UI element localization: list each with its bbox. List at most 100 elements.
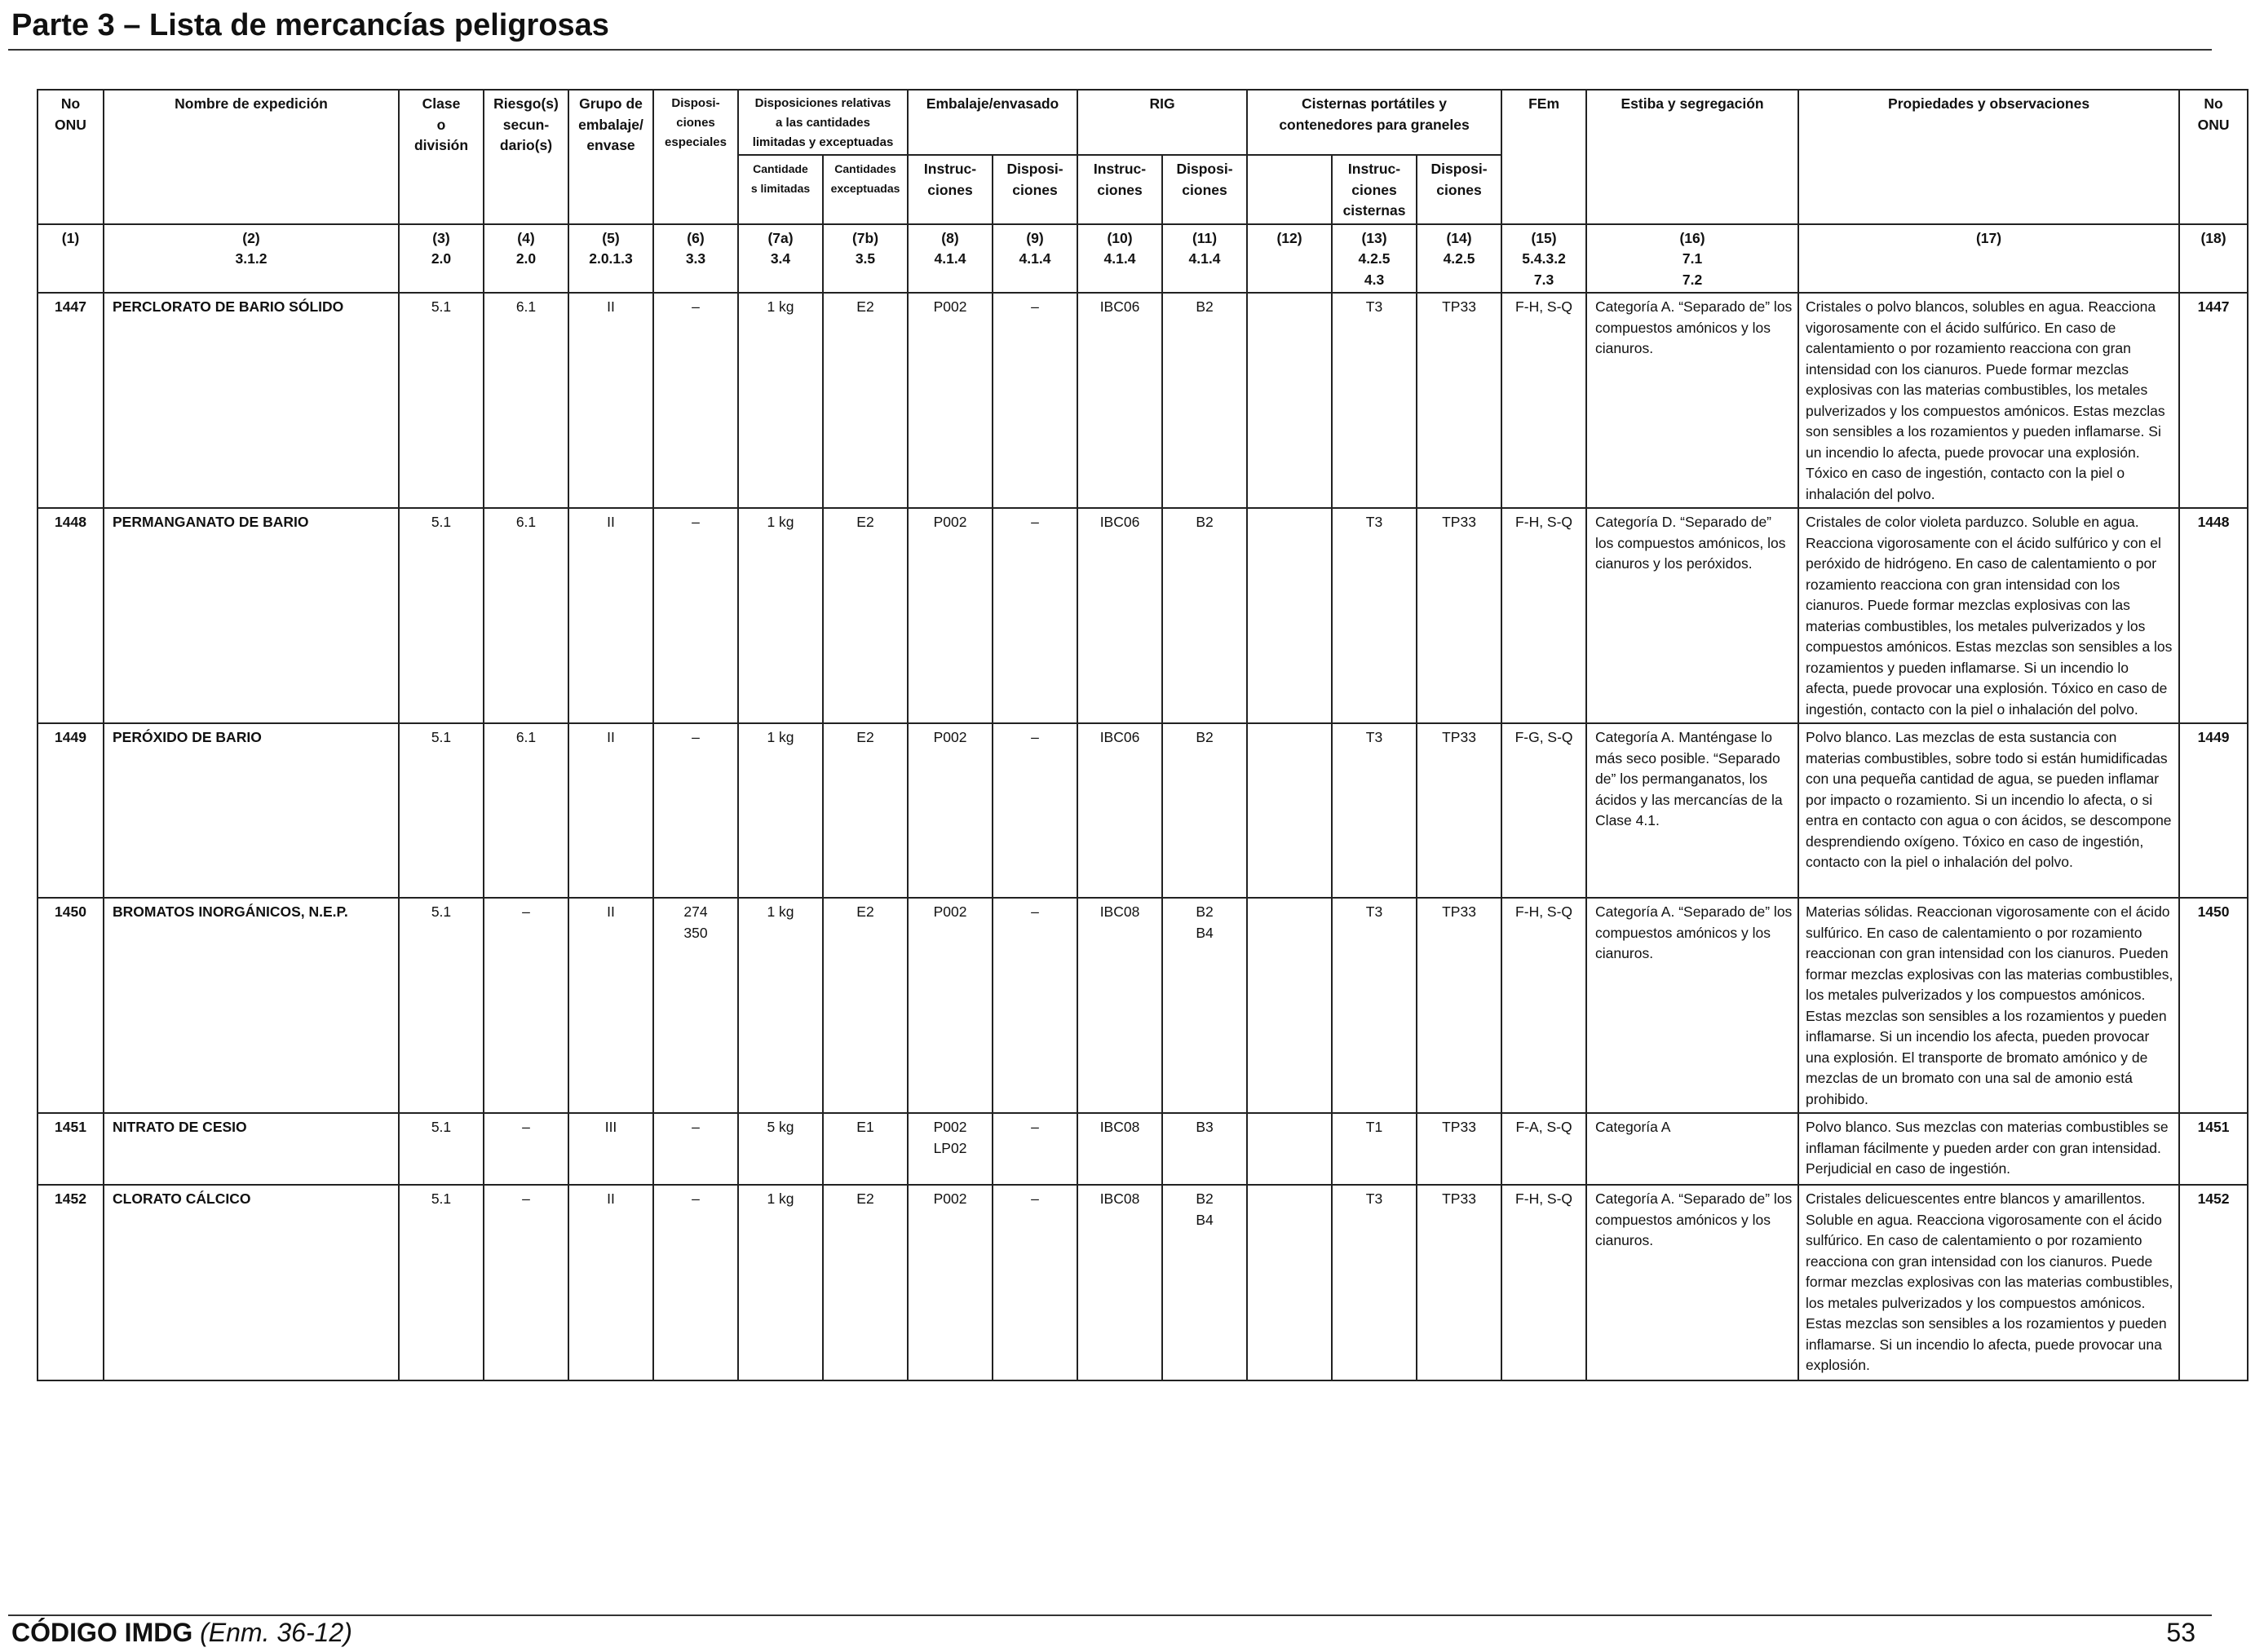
cell-onu: 1451 — [37, 1112, 104, 1186]
subheader-7b: Cantidades exceptuadas — [822, 154, 909, 225]
cell-cist-disp: TP33 — [1416, 507, 1503, 724]
cell-propiedades: Cristales de color violeta parduzco. Sol… — [1797, 507, 2181, 724]
cell-emb-instr: P002 — [907, 292, 993, 509]
ref-18: (18) — [2178, 223, 2249, 294]
cell-onu-right: 1450 — [2178, 897, 2249, 1114]
cell-onu-right: 1451 — [2178, 1112, 2249, 1186]
cell-rig-instr: IBC06 — [1077, 722, 1164, 899]
cell-rig-disp: B2 — [1161, 507, 1249, 724]
cell-rig-instr: IBC08 — [1077, 897, 1164, 1114]
cell-emb-instr: P002 — [907, 1184, 993, 1381]
cell-cist-disp: TP33 — [1416, 897, 1503, 1114]
subheader-12 — [1246, 154, 1333, 225]
cell-grupo: II — [568, 722, 654, 899]
cell-grupo: II — [568, 507, 654, 724]
ref-2: (2) 3.1.2 — [103, 223, 400, 294]
cell-emb-disp: – — [991, 1184, 1079, 1381]
cell-propiedades: Cristales o polvo blancos, solubles en a… — [1797, 292, 2181, 509]
cell-disp-esp: – — [652, 1112, 739, 1186]
cell-col12 — [1246, 897, 1333, 1114]
cell-disp-esp: – — [652, 507, 739, 724]
header-no-onu-right: No ONU — [2178, 89, 2249, 225]
cell-rig-disp: B2 — [1161, 292, 1249, 509]
ref-13: (13) 4.2.5 4.3 — [1331, 223, 1418, 294]
cell-onu: 1452 — [37, 1184, 104, 1381]
cell-fem: F-H, S-Q — [1501, 1184, 1588, 1381]
cell-col12 — [1246, 507, 1333, 724]
cell-cant-lim: 1 kg — [737, 292, 824, 509]
cell-fem: F-H, S-Q — [1501, 507, 1588, 724]
ref-9: (9) 4.1.4 — [991, 223, 1079, 294]
ref-8: (8) 4.1.4 — [907, 223, 993, 294]
cell-cant-lim: 5 kg — [737, 1112, 824, 1186]
cell-cant-exc: E1 — [822, 1112, 909, 1186]
subheader-13: Instruc- ciones cisternas — [1331, 154, 1418, 225]
cell-estiba: Categoría A. Manténgase lo más seco posi… — [1585, 722, 1800, 899]
ref-5: (5) 2.0.1.3 — [568, 223, 654, 294]
cell-cist-instr: T3 — [1331, 1184, 1418, 1381]
cell-cist-instr: T3 — [1331, 507, 1418, 724]
cell-estiba: Categoría A — [1585, 1112, 1800, 1186]
cell-emb-disp: – — [991, 507, 1079, 724]
ref-16: (16) 7.1 7.2 — [1585, 223, 1800, 294]
ref-7a: (7a) 3.4 — [737, 223, 824, 294]
cell-propiedades: Polvo blanco. Las mezclas de esta sustan… — [1797, 722, 2181, 899]
table-row: 1449 PERÓXIDO DE BARIO 5.1 6.1 II – 1 kg… — [37, 722, 2249, 899]
cell-cist-disp: TP33 — [1416, 1112, 1503, 1186]
cell-cist-instr: T3 — [1331, 722, 1418, 899]
cell-col12 — [1246, 1184, 1333, 1381]
cell-cist-disp: TP33 — [1416, 292, 1503, 509]
dangerous-goods-table: No ONU Nombre de expedición Clase o divi… — [37, 89, 2249, 1381]
cell-grupo: III — [568, 1112, 654, 1186]
table-row: 1447 PERCLORATO DE BARIO SÓLIDO 5.1 6.1 … — [37, 292, 2249, 509]
page-number: 53 — [2166, 1618, 2195, 1647]
cell-clase: 5.1 — [398, 897, 484, 1114]
cell-clase: 5.1 — [398, 1112, 484, 1186]
cell-rig-disp: B2 B4 — [1161, 897, 1249, 1114]
header-rig: RIG — [1077, 89, 1249, 156]
cell-nombre: PERCLORATO DE BARIO SÓLIDO — [103, 292, 400, 509]
header-estiba: Estiba y segregación — [1585, 89, 1800, 225]
ref-4: (4) 2.0 — [483, 223, 569, 294]
subheader-9: Disposi- ciones — [991, 154, 1079, 225]
cell-emb-disp: – — [991, 1112, 1079, 1186]
page-title: Parte 3 – Lista de mercancías peligrosas — [11, 8, 609, 42]
cell-grupo: II — [568, 1184, 654, 1381]
header-fem: FEm — [1501, 89, 1588, 225]
subheader-row: Cantidade s limitadas Cantidades exceptu… — [38, 154, 2248, 225]
header-disposiciones: Disposi- ciones especiales — [652, 89, 739, 225]
table-row: 1448 PERMANGANATO DE BARIO 5.1 6.1 II – … — [37, 507, 2249, 724]
header-embalaje: Embalaje/envasado — [906, 89, 1079, 156]
cell-emb-disp: – — [991, 292, 1079, 509]
cell-fem: F-G, S-Q — [1501, 722, 1588, 899]
cell-cant-lim: 1 kg — [737, 1184, 824, 1381]
cell-col12 — [1246, 722, 1333, 899]
subheader-7a: Cantidade s limitadas — [737, 154, 824, 225]
cell-onu-right: 1448 — [2178, 507, 2249, 724]
cell-cant-lim: 1 kg — [737, 507, 824, 724]
cell-emb-instr: P002 — [907, 722, 993, 899]
cell-disp-esp: 274 350 — [652, 897, 739, 1114]
cell-cant-exc: E2 — [822, 722, 909, 899]
cell-riesgo: – — [483, 1184, 569, 1381]
ref-6: (6) 3.3 — [652, 223, 739, 294]
cell-emb-disp: – — [991, 722, 1079, 899]
cell-nombre: PERMANGANATO DE BARIO — [103, 507, 400, 724]
cell-cant-lim: 1 kg — [737, 722, 824, 899]
cell-estiba: Categoría A. “Separado de” los compuesto… — [1585, 292, 1800, 509]
cell-fem: F-H, S-Q — [1501, 897, 1588, 1114]
cell-cant-exc: E2 — [822, 897, 909, 1114]
cell-cist-instr: T3 — [1331, 292, 1418, 509]
header-propiedades: Propiedades y observaciones — [1797, 89, 2181, 225]
cell-emb-instr: P002 — [907, 507, 993, 724]
table-row: 1452 CLORATO CÁLCICO 5.1 – II – 1 kg E2 … — [37, 1184, 2249, 1381]
cell-cist-disp: TP33 — [1416, 722, 1503, 899]
cell-grupo: II — [568, 897, 654, 1114]
cell-rig-instr: IBC06 — [1077, 292, 1164, 509]
cell-disp-esp: – — [652, 722, 739, 899]
cell-rig-disp: B3 — [1161, 1112, 1249, 1186]
cell-rig-instr: IBC06 — [1077, 507, 1164, 724]
cell-disp-esp: – — [652, 1184, 739, 1381]
cell-estiba: Categoría D. “Separado de” los compuesto… — [1585, 507, 1800, 724]
cell-rig-instr: IBC08 — [1077, 1184, 1164, 1381]
